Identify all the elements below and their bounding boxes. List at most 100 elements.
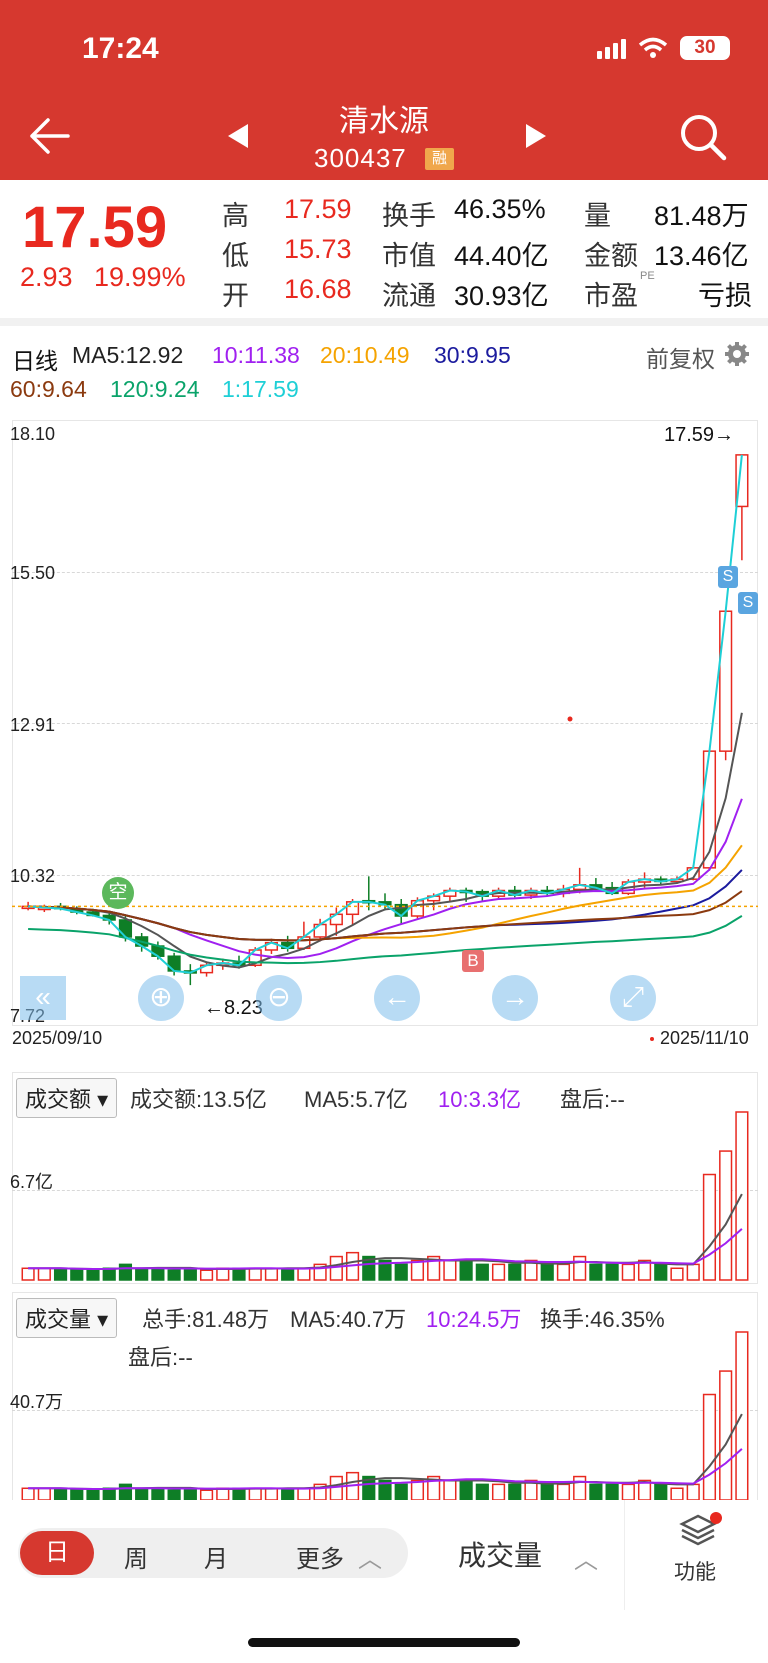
move-right-icon[interactable]: →	[492, 975, 538, 1021]
vol-bar	[540, 1483, 554, 1501]
scroll-left-icon[interactable]: «	[20, 976, 66, 1020]
turnover-label: 换手	[382, 201, 436, 231]
vol-bar	[491, 1483, 506, 1501]
open-value: 16.68	[284, 274, 352, 304]
amount-indicator-select[interactable]: 成交额 ▾	[16, 1078, 118, 1118]
volume-chart[interactable]	[12, 1320, 758, 1504]
stock-code: 300437	[314, 143, 407, 173]
back-arrow-icon[interactable]	[28, 116, 72, 156]
date-dot	[650, 1037, 654, 1041]
current-price: 17.59	[22, 195, 168, 260]
amount-ma5: MA5:5.7亿	[304, 1087, 408, 1112]
chevron-up-icon: ︿	[358, 1546, 382, 1573]
amt-bar	[135, 1267, 149, 1281]
tab-more[interactable]: 更多	[296, 1546, 344, 1573]
amount-panel	[12, 1072, 758, 1284]
vol-bar	[573, 1475, 587, 1501]
amount-tick: 6.7亿	[10, 1172, 54, 1192]
volume-indicator-select[interactable]: 成交量 ▾	[16, 1298, 118, 1338]
vol-bar	[53, 1487, 68, 1501]
vol-bar	[199, 1489, 214, 1501]
candle-body	[719, 610, 733, 752]
amt-bar	[508, 1263, 522, 1281]
amt-bar	[410, 1259, 425, 1281]
settings-gear-icon[interactable]	[724, 341, 750, 367]
max-price-marker: 17.59→	[664, 424, 735, 446]
mktcap-label: 市值	[382, 241, 436, 271]
status-bar-icons: 30	[597, 36, 730, 60]
vol-bar	[118, 1483, 133, 1501]
amt-bar	[702, 1173, 717, 1281]
function-button[interactable]: 功能	[674, 1561, 716, 1584]
fullscreen-icon[interactable]: ⤢	[610, 975, 656, 1021]
vol-bar	[427, 1475, 441, 1501]
pe-sup: PE	[640, 270, 655, 282]
search-icon[interactable]	[678, 112, 728, 162]
tab-day[interactable]: 日	[20, 1531, 94, 1575]
vol-ma5-line	[28, 1413, 743, 1491]
amt-bar	[491, 1263, 506, 1281]
turnover-value: 46.35%	[454, 194, 546, 224]
volume-tick: 40.7万	[10, 1392, 64, 1412]
date-end: 2025/11/10	[660, 1028, 749, 1048]
tab-week[interactable]: 周	[124, 1546, 148, 1573]
vol-bar	[248, 1487, 262, 1501]
vol-bar	[329, 1475, 343, 1501]
divider	[0, 318, 768, 326]
float-value: 30.93亿	[454, 281, 549, 311]
amount-value: 13.46亿	[654, 241, 749, 271]
y-label-max: 18.10	[10, 424, 56, 444]
vol-bar	[21, 1487, 35, 1501]
indicator-chevron-icon[interactable]: ︿	[574, 1547, 598, 1574]
date-start: 2025/09/10	[12, 1028, 103, 1048]
notification-dot	[710, 1512, 722, 1524]
home-indicator	[248, 1638, 520, 1647]
vol-bar	[410, 1479, 425, 1501]
amt-bar	[281, 1267, 295, 1281]
status-time: 17:24	[82, 32, 159, 65]
vol-bar	[362, 1475, 376, 1501]
ma10-label: 10:11.38	[212, 342, 300, 368]
ma120-line	[28, 915, 743, 965]
amt-bar	[297, 1267, 311, 1281]
indicator-select[interactable]: 成交量	[458, 1540, 543, 1571]
price-change: 2.93	[20, 262, 73, 292]
adjust-button[interactable]: 前复权	[646, 346, 715, 372]
amount-chart[interactable]	[12, 1100, 758, 1284]
tab-month[interactable]: 月	[204, 1546, 228, 1573]
zoom-in-icon[interactable]: ⊕	[138, 975, 184, 1021]
amount-label: 金额	[584, 241, 638, 271]
volume-after: 盘后:--	[128, 1345, 193, 1370]
amt-bar	[589, 1263, 603, 1281]
vol-ma10-line	[28, 1448, 743, 1491]
layers-icon[interactable]	[678, 1512, 718, 1548]
amt-bar	[670, 1267, 684, 1281]
pe-value: 亏损	[698, 281, 752, 311]
vol-bar	[686, 1483, 700, 1501]
y-label-4: 10.32	[10, 866, 56, 886]
vol-bar	[621, 1483, 635, 1501]
signal-b[interactable]: B	[462, 950, 484, 972]
kline-chart[interactable]	[12, 420, 758, 1026]
vol-bar	[183, 1487, 197, 1501]
signal-s-2[interactable]: S	[738, 592, 758, 614]
zoom-out-icon[interactable]: ⊖	[256, 975, 302, 1021]
amt-bar	[313, 1263, 327, 1281]
amt-bar	[264, 1267, 279, 1281]
signal-kong[interactable]: 空	[102, 877, 134, 909]
amt-bar	[70, 1269, 84, 1281]
prev-stock-icon[interactable]	[226, 122, 250, 150]
vol-bar	[556, 1483, 571, 1501]
signal-s-1[interactable]: S	[718, 566, 738, 588]
move-left-icon[interactable]: ←	[374, 975, 420, 1021]
vol-bar	[670, 1487, 684, 1501]
vol-bar	[654, 1483, 668, 1501]
volume-ma10: 10:24.5万	[426, 1307, 522, 1332]
amt-bar	[329, 1255, 343, 1281]
amt-ma10-line	[28, 1228, 743, 1271]
margin-badge: 融	[425, 148, 454, 170]
ma5-label: MA5:12.92	[72, 342, 184, 368]
vol-bar	[508, 1483, 522, 1501]
next-stock-icon[interactable]	[524, 122, 548, 150]
bottom-toolbar: 日 周 月 更多 ︿ 成交量 ︿ 功能	[0, 1500, 768, 1610]
